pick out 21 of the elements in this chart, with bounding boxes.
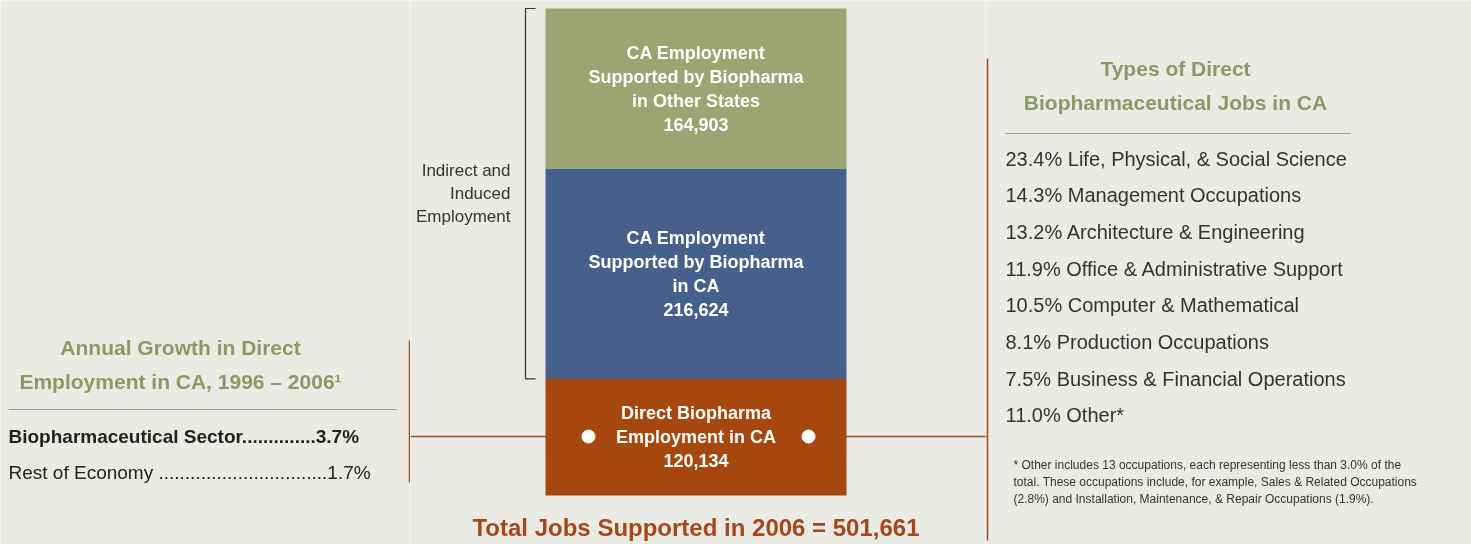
text: Indirect and Induced Employment bbox=[416, 161, 511, 226]
text: Types of Direct Biopharmaceutical Jobs in CA bbox=[1023, 57, 1328, 114]
text: 14.3% Management Occupations bbox=[1005, 184, 1302, 207]
series-label: CA Employment Supported by Biopharma in CA bbox=[588, 227, 805, 296]
data-label: 216,624 bbox=[663, 299, 729, 320]
text: Annual Growth in Direct Employment in CA, 1996 – 2006¹ bbox=[19, 336, 342, 393]
series-label: CA Employment Supported by Biopharma in Other States bbox=[588, 42, 805, 111]
series-label: Direct Biopharma Employment in CA bbox=[615, 403, 777, 448]
text: Rest of Economy ................................1.7% bbox=[8, 462, 371, 483]
text: 7.5% Business & Financial Operations bbox=[1005, 367, 1346, 390]
text: 13.2% Architecture & Engineering bbox=[1005, 220, 1305, 243]
data-label: 120,134 bbox=[663, 451, 729, 472]
text: 23.4% Life, Physical, & Social Science bbox=[1005, 147, 1347, 170]
text: * Other includes 13 occupations, each representing less than 3.0% of the total. These occupations include, for example, Sales & Related Occupations (2.8%) and Installation, Maintenance, & Repair Occupations (1.9%). bbox=[1013, 457, 1417, 506]
text: 11.0% Other* bbox=[1005, 404, 1125, 427]
data-label: 164,903 bbox=[663, 114, 729, 135]
text: Total Jobs Supported in 2006 = 501,661 bbox=[472, 514, 920, 541]
text: 8.1% Production Occupations bbox=[1005, 331, 1269, 353]
text: Biopharmaceutical Sector..............3.7% bbox=[8, 426, 360, 447]
text: 10.5% Computer & Mathematical bbox=[1005, 294, 1299, 317]
text: 11.9% Office & Administrative Support bbox=[1005, 257, 1344, 280]
